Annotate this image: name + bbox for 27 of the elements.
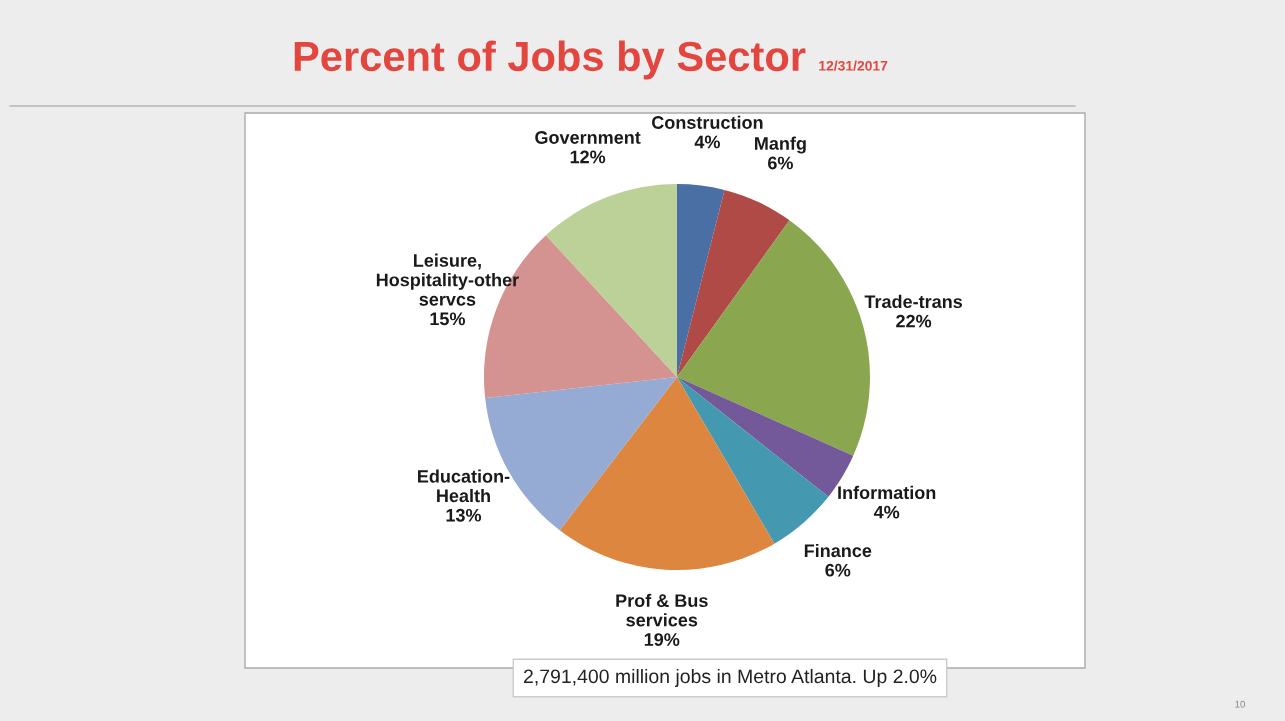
pie-slice [677,184,725,377]
chart-title: Percent of Jobs by Sector [294,40,806,80]
data-label: 6% [768,156,793,170]
slice-label: Information [838,485,936,500]
pie-slice [545,184,677,377]
slice-label: Education- Health [418,469,510,503]
slice-label: Construction [652,115,763,129]
data-label: 19% [644,633,680,646]
chart-subtitle: 12/31/2017 [819,60,888,71]
data-label: 6% [825,563,851,577]
text: 2,791,400 million jobs in Metro Atlanta. Up 2.0% [524,668,937,688]
data-label: 15% [430,312,465,326]
slice-label: Manfg [755,136,806,154]
slice-label: Government [535,131,641,144]
data-label: 13% [446,508,482,522]
pie-slice [677,189,790,377]
data-label: 22% [896,314,932,328]
slice-label: Leisure, Hospitality-other servcs [376,253,519,306]
data-label: 4% [694,135,720,149]
pie-slice [559,377,775,570]
data-label: 4% [873,505,900,519]
pie-slice [677,377,829,544]
text: 10 [1235,700,1246,708]
slice-label: Prof & Bus services [616,593,708,627]
data-label: 12% [570,150,606,164]
slice-label: Finance [804,543,872,558]
slice-label: Trade-trans [864,294,963,309]
